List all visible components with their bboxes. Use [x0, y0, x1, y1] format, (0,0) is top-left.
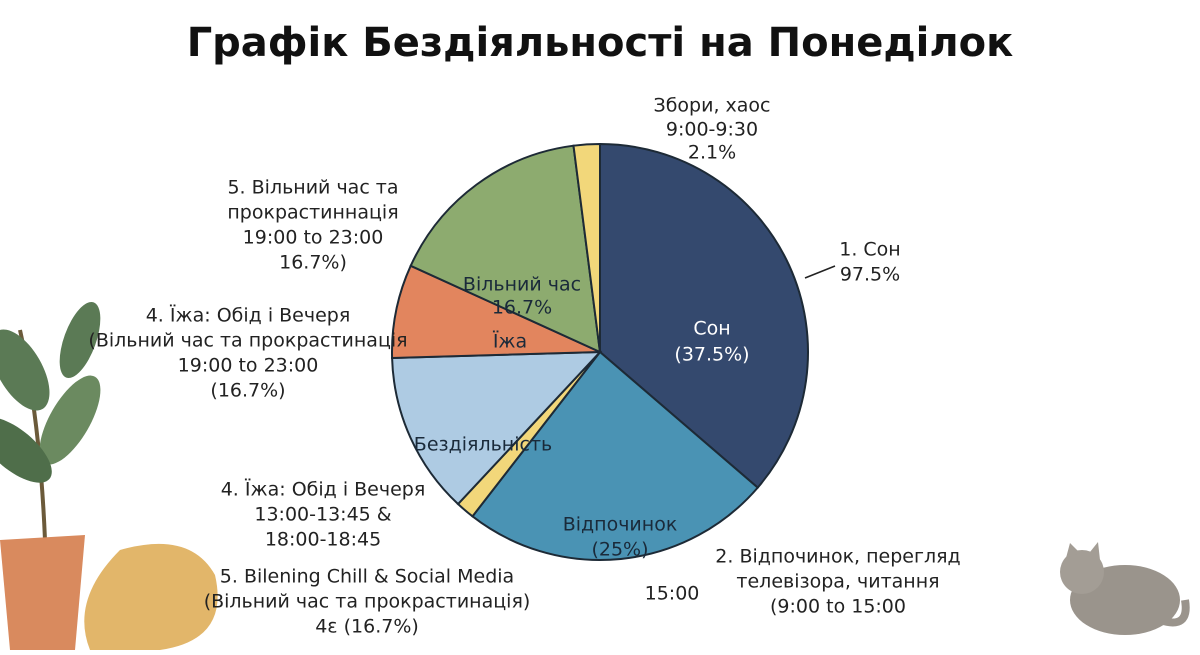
pie-slice — [572, 142, 601, 353]
annotation: 1. Сон — [839, 239, 900, 261]
annotation: 18:00-18:45 — [265, 529, 381, 551]
annotation: 16.7%) — [279, 252, 347, 274]
leader-line — [804, 265, 836, 279]
annotation: (9:00 to 15:00 — [770, 596, 906, 618]
value-label: (37.5%) — [674, 344, 749, 366]
value-label: (25%) — [591, 539, 648, 561]
annotation: 19:00 to 23:00 — [178, 355, 319, 377]
annotation: (16.7%) — [210, 380, 285, 402]
annotation: 19:00 to 23:00 — [243, 227, 384, 249]
slice-label: Збори, хаос — [654, 95, 771, 117]
slice-label: Відпочинок — [563, 514, 678, 536]
pie-slice — [471, 350, 760, 561]
pie-slice — [409, 144, 602, 354]
annotation: 97.5% — [840, 264, 900, 286]
value-label: 16.7% — [492, 297, 552, 319]
annotation: 13:00-13:45 & — [254, 504, 391, 526]
annotation: 4. Їжа: Обід і Вечеря — [146, 304, 351, 327]
annotation: 15:00 — [645, 583, 700, 605]
chart-title: Графік Бездіяльності на Понеділок — [187, 20, 1014, 66]
annotation: (Вільний час та прокрастинація) — [204, 591, 531, 613]
cat-decoration — [1060, 542, 1190, 635]
annotation: телевізора, читання — [736, 571, 939, 593]
annotation: 5. Bilening Chill & Social Media — [220, 566, 514, 588]
annotation: 4. Їжа: Обід і Вечеря — [221, 478, 426, 501]
slice-label: Їжа — [493, 330, 527, 353]
annotation: (Вільний час та прокрастинація — [88, 330, 407, 352]
annotation: 5. Вільний час та — [227, 177, 398, 199]
annotation: 4ɛ (16.7%) — [315, 616, 419, 638]
pie-slice — [599, 142, 809, 490]
value-label: 2.1% — [688, 142, 736, 164]
slice-label: Сон — [693, 318, 730, 340]
plant-decoration — [0, 302, 218, 650]
slice-label: Бездіяльність — [414, 434, 552, 456]
annotation: прокрастиннація — [227, 202, 398, 224]
annotation: 2. Відпочинок, перегляд — [715, 546, 960, 568]
pie-slice — [391, 350, 603, 506]
slice-label: Вільний час — [463, 274, 581, 296]
annotation: 9:00-9:30 — [666, 119, 758, 141]
